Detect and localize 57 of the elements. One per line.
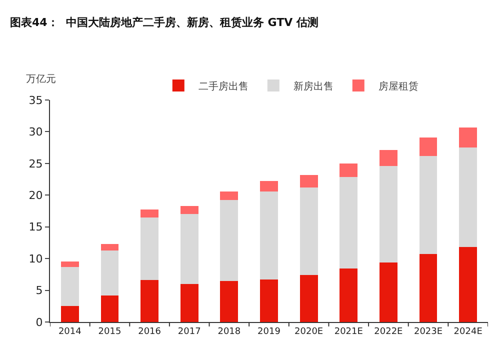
chart-title: 图表44： 中国大陆房地产二手房、新房、租赁业务 GTV 估测 bbox=[10, 16, 318, 29]
bar bbox=[140, 280, 158, 322]
bar bbox=[419, 254, 438, 322]
bar bbox=[260, 191, 278, 280]
y-tick-label: 0 bbox=[36, 316, 43, 329]
bar bbox=[100, 295, 119, 322]
y-tick-label: 20 bbox=[28, 188, 43, 202]
y-tick-label: 5 bbox=[36, 284, 43, 298]
bar bbox=[459, 247, 478, 322]
x-tick-label: 2019 bbox=[258, 326, 281, 337]
bar bbox=[60, 262, 79, 267]
bar bbox=[260, 181, 278, 192]
x-tick-label: 2024E bbox=[454, 326, 483, 337]
bar bbox=[140, 217, 158, 280]
bar bbox=[300, 188, 318, 276]
y-tick-label: 10 bbox=[28, 252, 43, 266]
x-tick-label: 2021E bbox=[334, 326, 364, 337]
bar bbox=[220, 191, 238, 200]
bar bbox=[380, 262, 398, 322]
bar bbox=[180, 284, 198, 322]
bar bbox=[340, 268, 358, 322]
bar bbox=[459, 127, 478, 148]
bar bbox=[100, 244, 119, 250]
bar bbox=[300, 275, 318, 322]
bar bbox=[380, 150, 398, 166]
x-tick-label: 2023E bbox=[414, 326, 443, 337]
bar bbox=[180, 214, 198, 284]
x-tick-label: 2018 bbox=[218, 326, 241, 337]
bar bbox=[340, 176, 358, 269]
x-tick-label: 2017 bbox=[178, 326, 201, 337]
bar bbox=[140, 210, 158, 218]
bar bbox=[60, 306, 79, 322]
bar bbox=[180, 206, 198, 214]
legend-label: 新房出售 bbox=[293, 80, 334, 92]
bar bbox=[220, 280, 238, 322]
bar bbox=[260, 280, 278, 322]
y-axis-title: 万亿元 bbox=[26, 74, 56, 85]
x-tick-label: 2020E bbox=[294, 326, 324, 337]
legend-label: 二手房出售 bbox=[198, 80, 248, 92]
y-tick-label: 25 bbox=[28, 157, 43, 170]
bar bbox=[380, 166, 398, 262]
bar bbox=[459, 148, 478, 248]
x-tick-label: 2015 bbox=[98, 326, 122, 337]
x-tick-label: 2014 bbox=[58, 326, 82, 337]
bar bbox=[100, 250, 119, 296]
x-tick-label: 2016 bbox=[138, 326, 162, 337]
bar bbox=[419, 137, 438, 156]
x-tick-label: 2022E bbox=[374, 326, 404, 337]
legend-label: 房屋租赁 bbox=[378, 80, 418, 92]
bar bbox=[220, 200, 238, 281]
y-tick-label: 30 bbox=[28, 126, 43, 139]
bar bbox=[419, 156, 438, 254]
y-tick-label: 35 bbox=[28, 94, 43, 107]
bar bbox=[300, 174, 318, 188]
y-tick-label: 15 bbox=[28, 220, 43, 234]
bar bbox=[340, 163, 358, 177]
bar bbox=[60, 266, 79, 306]
